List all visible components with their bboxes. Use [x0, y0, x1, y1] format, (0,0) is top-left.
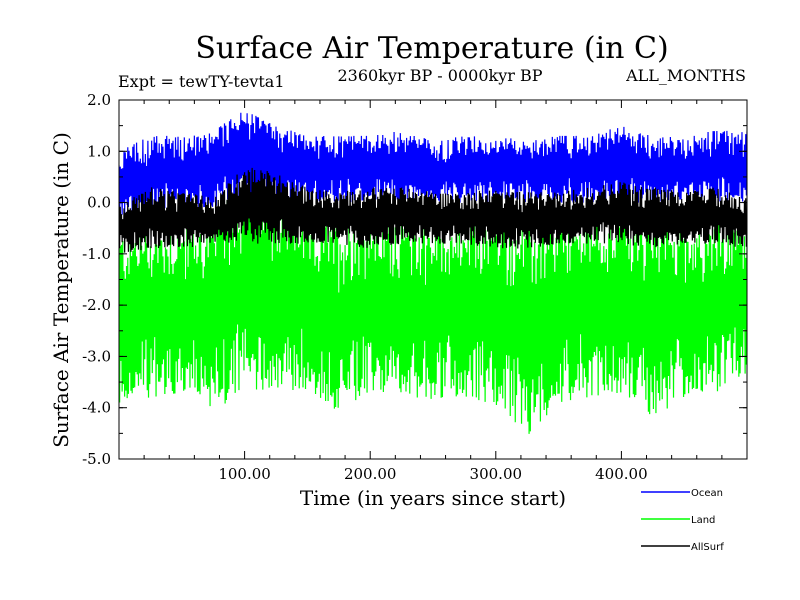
chart-subtitle-right: ALL_MONTHS [625, 66, 746, 85]
y-tick-label: 0.0 [87, 194, 111, 212]
chart-subtitle-left: Expt = tewTY-tevta1 [118, 72, 285, 91]
y-tick-label: -5.0 [82, 450, 111, 468]
x-tick-label: 100.00 [218, 465, 271, 483]
series-allsurf-line [119, 167, 747, 253]
y-tick-label: -1.0 [82, 245, 111, 263]
y-tick-label: -3.0 [82, 347, 111, 365]
chart-title: Surface Air Temperature (in C) [195, 31, 668, 66]
y-axis: 2.0 1.0 0.0 -1.0 -2.0 -3.0 -4.0 -5.0 [82, 91, 747, 468]
legend-label-land: Land [691, 515, 715, 526]
legend-label-allsurf: AllSurf [691, 542, 724, 553]
x-axis: 100.00 200.00 300.00 400.00 [143, 100, 723, 483]
legend-label-ocean: Ocean [691, 488, 723, 499]
y-axis-label: Surface Air Temperature (in C) [49, 132, 73, 448]
series-layer [119, 112, 747, 434]
series-land-line [119, 176, 747, 434]
legend: Ocean Land AllSurf [641, 488, 724, 553]
x-tick-label: 400.00 [595, 465, 648, 483]
chart-subtitle-center: 2360kyr BP - 0000kyr BP [338, 66, 543, 85]
x-tick-label: 300.00 [470, 465, 523, 483]
x-axis-label: Time (in years since start) [300, 486, 566, 510]
y-tick-label: 1.0 [87, 142, 111, 160]
series-ocean-line [119, 112, 747, 217]
y-tick-label: 2.0 [87, 91, 111, 109]
x-tick-label: 200.00 [344, 465, 397, 483]
y-tick-label: -4.0 [82, 399, 111, 417]
y-tick-label: -2.0 [82, 296, 111, 314]
